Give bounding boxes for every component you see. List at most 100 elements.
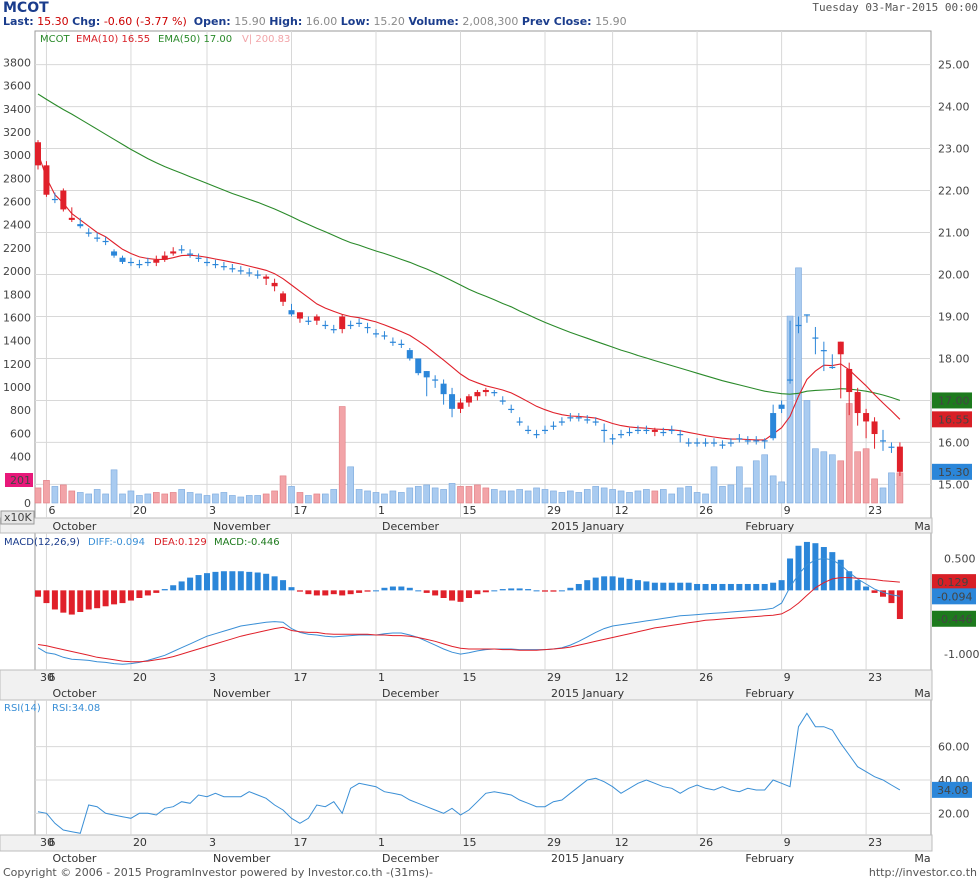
candle-body [280,293,287,302]
macd-badge-bg [932,574,976,591]
x-tick-month: 2015 January [551,520,625,533]
x-tick-day: 20 [133,671,147,684]
macd-histogram-bar [719,583,726,591]
macd-histogram-bar [643,581,650,591]
macd-histogram-bar [854,580,861,591]
x-tick-month: 2015 January [551,687,625,700]
candle-body [373,333,379,335]
volume-bar [567,490,574,504]
volume-bar [465,486,473,504]
volume-bar [313,493,321,504]
macd-histogram-bar [85,590,92,610]
volume-bar [195,493,202,504]
volume-bar [778,481,785,504]
price-tick-label: 24.00 [938,101,970,114]
x-tick-day: 9 [784,836,791,849]
x-tick-month: November [213,687,271,700]
macd-histogram-bar [778,580,785,591]
candle-body [634,429,641,432]
panel-frame [34,699,932,836]
macd-histogram-bar [846,571,853,591]
macd-histogram-bar [787,558,794,591]
x-tick-day: 15 [463,504,477,517]
macd-histogram-bar [871,590,878,593]
price-tick-label: 21.00 [938,227,970,240]
volume-bar [93,489,101,504]
high-label: High: [269,15,303,28]
candle-body [305,320,312,322]
candle-body [888,446,895,448]
footer-link[interactable]: http://investor.co.th [868,866,977,879]
candle-body [685,442,692,444]
volume-bar [600,487,608,504]
chg-label: Chg: [72,15,101,28]
macd-histogram-bar [305,590,312,595]
volume-bar [414,486,422,504]
candle-body [85,232,92,234]
volume-tick-label: 2400 [3,219,31,232]
volume-bar [330,489,338,504]
macd-histogram-bar [356,590,363,593]
volume-bar [76,492,84,504]
volume-bar [845,403,853,504]
candle-body [753,440,760,442]
macd-histogram-bar [465,590,472,598]
macd-histogram-bar [896,590,903,620]
macd-histogram-bar [373,590,379,592]
price-badge: 16.55 [938,413,970,426]
candle-body [626,431,633,434]
volume-tick-label: 3600 [3,80,31,93]
candle-body [482,389,489,393]
macd-histogram-bar [812,543,819,591]
macd-histogram-bar [668,582,675,591]
candle-body [694,442,701,444]
volume-bar [795,267,802,504]
volume-bar [110,469,118,504]
open-value: 15.90 [234,15,266,28]
macd-histogram-bar [567,587,574,591]
candle-body [77,224,84,227]
volume-bar [828,454,836,504]
x-tick-day: 29 [547,504,561,517]
candle-body [558,421,565,423]
macd-histogram-bar [136,590,143,598]
candle-body [94,237,101,239]
volume-bar [896,472,904,504]
volume-bar [862,448,870,504]
volume-bar [153,492,160,504]
volume-bar [43,480,50,504]
macd-histogram-bar [296,590,303,592]
volume-tick-label: 600 [10,427,31,440]
date-strip [0,834,933,852]
macd-histogram-bar [609,576,616,591]
macd-histogram-bar [77,590,84,613]
volume-bar [296,492,304,504]
volume-bar [710,466,718,504]
macd-histogram-bar [457,590,464,602]
candle-body [744,440,751,442]
candle-body [812,337,819,339]
x-tick-month: November [213,520,271,533]
candle-body [880,440,886,442]
candle-body [102,240,109,243]
macd-histogram-bar [322,590,329,596]
macd-dea-line [37,577,900,663]
legend-ema10: EMA(10) 16.55 [76,34,150,45]
volume-bar [659,489,667,504]
volume-bar [676,487,684,504]
macd-histogram-bar [187,577,194,591]
prev-value: 15.90 [595,15,627,28]
volume-bar [457,486,464,504]
volume-tick-label: 3400 [3,103,31,116]
candle-body [871,421,878,435]
price-tick-label: 19.00 [938,310,970,323]
volume-tick-label: 0 [24,497,31,510]
rsi-tick-label: 60.00 [938,741,970,754]
x-tick-month: October [52,852,96,865]
x-tick-day: 26 [699,504,713,517]
macd-histogram-bar [618,577,625,591]
volume-tick-label: 1200 [3,358,31,371]
macd-histogram-bar [161,589,168,591]
macd-histogram-bar [888,590,895,604]
